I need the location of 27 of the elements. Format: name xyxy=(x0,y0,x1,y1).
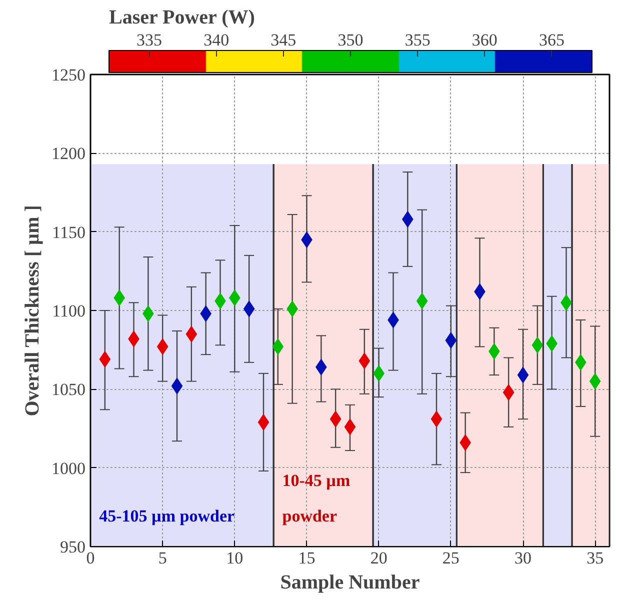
color-bar-label: 355 xyxy=(404,30,430,50)
y-tick-label: 1050 xyxy=(52,380,86,400)
x-tick-label: 0 xyxy=(86,548,95,568)
x-tick-label: 15 xyxy=(298,548,316,568)
color-bar-label: 360 xyxy=(472,30,498,50)
x-tick-label: 10 xyxy=(226,548,244,568)
band-label: 45-105 µm powder xyxy=(99,506,235,526)
x-tick-label: 25 xyxy=(442,548,460,568)
color-bar-label: 350 xyxy=(338,30,364,50)
color-bar-label: 335 xyxy=(136,30,162,50)
y-tick-label: 1000 xyxy=(52,458,86,478)
y-tick-label: 1100 xyxy=(52,302,86,320)
y-tick-label: 1150 xyxy=(52,222,86,242)
x-axis-title: Sample Number xyxy=(280,572,420,594)
y-axis-title: Overall Thickness [ µm ] xyxy=(22,205,44,416)
color-bar-label: 340 xyxy=(204,30,230,50)
band-label: 10-45 µm powder xyxy=(282,470,350,526)
x-tick-label: 30 xyxy=(514,548,532,568)
x-tick-label: 20 xyxy=(370,548,388,568)
y-tick-label: 950 xyxy=(60,538,86,556)
color-bar-label: 365 xyxy=(539,30,564,50)
x-tick-label: 5 xyxy=(158,548,167,568)
x-tick-label: 35 xyxy=(586,548,604,568)
y-tick-label: 1200 xyxy=(52,144,86,164)
color-bar-label: 345 xyxy=(270,30,296,50)
y-tick-label: 1250 xyxy=(52,66,86,84)
color-bar-title: Laser Power (W) xyxy=(109,6,255,28)
